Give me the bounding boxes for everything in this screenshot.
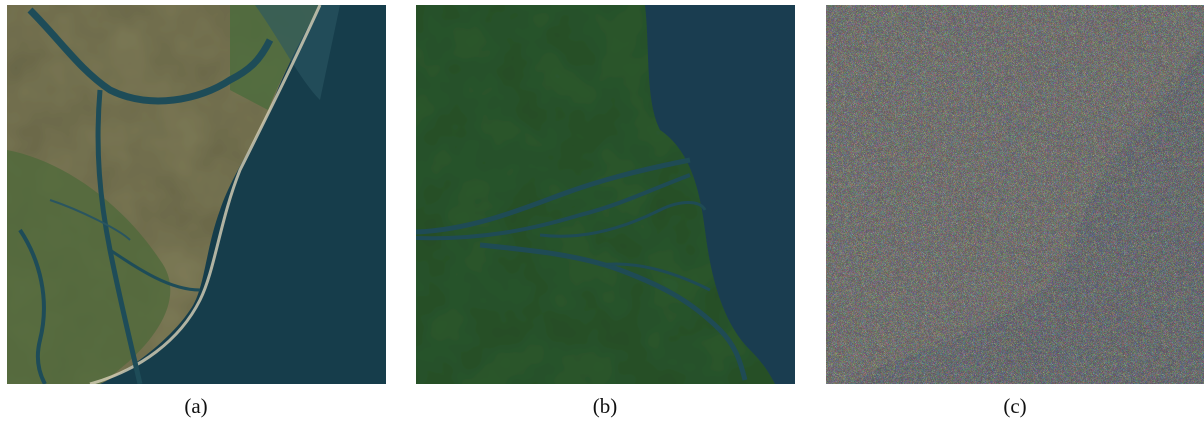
panel-caption: (c) [1003, 394, 1026, 418]
panel-caption: (b) [593, 394, 618, 418]
satellite-image-c [826, 5, 1204, 384]
panel-caption: (a) [184, 394, 207, 418]
figure: (a) (b) (c) [0, 0, 1204, 422]
satellite-image-a [7, 5, 386, 384]
page: (a) (b) (c) (() => { const data = JSON.p… [0, 0, 1204, 422]
satellite-image-b [416, 5, 795, 384]
